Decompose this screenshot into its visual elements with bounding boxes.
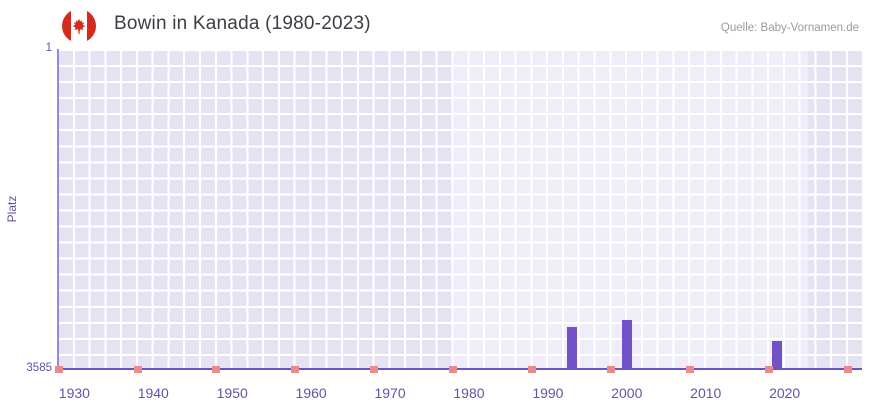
- rank-bar[interactable]: [566, 326, 577, 370]
- x-axis: 1930 1940 1950 1960 1970 1980 1990 2000 2010 2020: [57, 385, 862, 405]
- decade-marker: [528, 366, 537, 373]
- decade-marker: [212, 366, 221, 373]
- rank-bar[interactable]: [771, 340, 782, 370]
- y-tick-min: 3585: [26, 362, 52, 374]
- decade-marker: [54, 366, 63, 373]
- source-attribution: Quelle: Baby-Vornamen.de: [720, 22, 859, 34]
- decade-marker: [685, 366, 694, 373]
- decade-marker: [843, 366, 852, 373]
- decade-marker: [764, 366, 773, 373]
- y-axis-line: [57, 49, 59, 370]
- decade-marker: [291, 366, 300, 373]
- x-tick-label: 1940: [137, 385, 169, 401]
- x-tick-label: 1970: [374, 385, 406, 401]
- x-tick-label: 1950: [216, 385, 248, 401]
- decade-marker: [449, 366, 458, 373]
- canada-flag-icon: [62, 9, 96, 43]
- x-tick-label: 1990: [532, 385, 564, 401]
- x-tick-label: 2000: [611, 385, 643, 401]
- x-tick-label: 2020: [769, 385, 801, 401]
- decade-marker: [133, 366, 142, 373]
- y-tick-max: 1: [45, 42, 52, 54]
- x-tick-label: 1960: [295, 385, 327, 401]
- grid-overlay: [57, 49, 862, 370]
- x-axis-line: [57, 368, 862, 370]
- decade-marker: [370, 366, 379, 373]
- rank-bar[interactable]: [621, 320, 632, 370]
- page-title: Bowin in Kanada (1980-2023): [114, 13, 371, 34]
- x-tick-label: 1980: [453, 385, 485, 401]
- y-axis-title: Platz: [5, 195, 19, 223]
- x-tick-label: 2010: [690, 385, 722, 401]
- plot-area: [54, 49, 862, 373]
- x-tick-label: 1930: [58, 385, 90, 401]
- decade-marker: [607, 366, 616, 373]
